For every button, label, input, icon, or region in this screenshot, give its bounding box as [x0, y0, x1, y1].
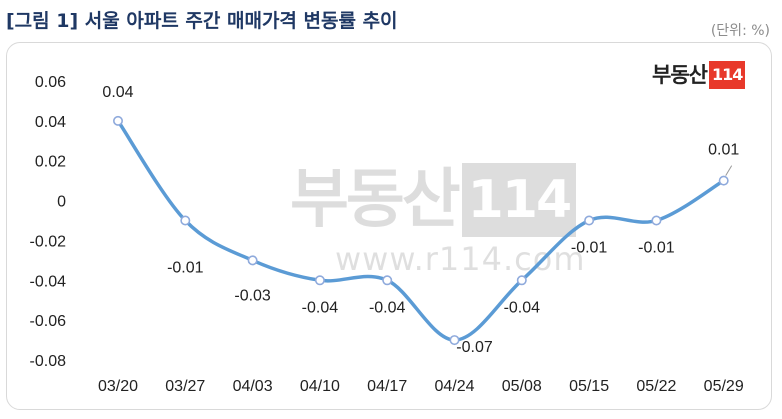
data-label: -0.04 — [302, 299, 339, 316]
x-tick-label: 04/24 — [434, 378, 474, 395]
y-tick-label: 0.06 — [35, 74, 66, 91]
data-point — [180, 215, 191, 226]
y-tick-label: -0.04 — [30, 273, 67, 290]
y-tick-label: 0 — [57, 194, 66, 211]
data-label: -0.04 — [504, 299, 541, 316]
x-tick-label: 05/29 — [704, 378, 744, 395]
x-tick-label: 04/10 — [300, 378, 340, 395]
x-tick-label: 05/22 — [636, 378, 676, 395]
data-point — [584, 215, 595, 226]
series-line — [116, 119, 726, 342]
data-point — [449, 335, 460, 346]
y-tick-label: -0.02 — [30, 233, 67, 250]
watermark-logo-text: 부동산 — [290, 163, 461, 237]
x-tick-label: 05/08 — [502, 378, 542, 395]
chart-frame — [6, 42, 772, 410]
chart-title: [그림 1] 서울 아파트 주간 매매가격 변동률 추이 — [6, 10, 398, 32]
data-label: -0.04 — [369, 299, 406, 316]
data-label: -0.01 — [167, 260, 204, 277]
unit-label: (단위: %) — [710, 23, 770, 39]
data-label: -0.01 — [638, 240, 675, 257]
watermark-logo: 부동산 114 — [290, 163, 577, 237]
x-tick-label: 05/15 — [569, 378, 609, 395]
brand-logo-text: 부동산 — [652, 63, 708, 87]
data-point — [651, 215, 662, 226]
y-tick-label: 0.02 — [35, 154, 66, 171]
data-point — [718, 175, 729, 186]
data-label: -0.07 — [456, 339, 493, 356]
data-label: 0.01 — [708, 142, 739, 159]
watermark-logo-number: 114 — [461, 163, 577, 237]
x-axis-ticks: 03/20 03/27 04/03 04/10 04/17 04/24 05/08 05/15… — [98, 378, 744, 395]
brand-logo: 부동산 114 — [652, 61, 746, 89]
data-point — [382, 275, 393, 286]
data-label: -0.01 — [571, 240, 608, 257]
brand-logo-number: 114 — [708, 61, 746, 89]
data-point — [314, 275, 325, 286]
data-label: -0.03 — [234, 287, 271, 304]
data-point — [113, 115, 124, 126]
y-tick-label: -0.06 — [30, 313, 67, 330]
data-labels: 0.04 -0.01 -0.03 -0.04 -0.04 -0.07 -0.04 -0.01 -… — [102, 84, 739, 356]
x-tick-label: 03/20 — [98, 378, 138, 395]
series-markers — [113, 115, 729, 346]
label-leader-line — [725, 165, 733, 176]
x-tick-label: 04/03 — [233, 378, 273, 395]
data-point — [516, 275, 527, 286]
y-tick-label: 0.04 — [35, 114, 66, 131]
x-tick-label: 03/27 — [165, 378, 205, 395]
y-tick-label: -0.08 — [30, 353, 67, 370]
data-label: 0.04 — [102, 84, 133, 101]
x-tick-label: 04/17 — [367, 378, 407, 395]
data-point — [247, 255, 258, 266]
y-axis-ticks: 0.06 0.04 0.02 0 -0.02 -0.04 -0.06 -0.08 — [30, 74, 67, 370]
